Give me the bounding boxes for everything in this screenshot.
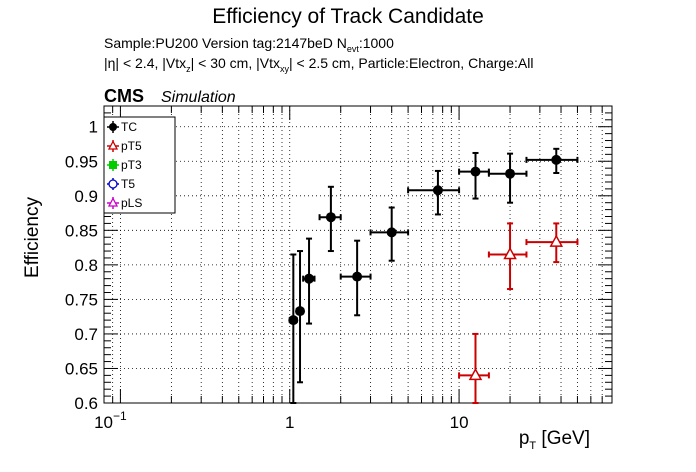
y-tick-label: 0.95 (65, 152, 98, 171)
marker-circle (325, 212, 336, 223)
sample-info-count: :1000 (359, 35, 394, 51)
legend-label: pLS (121, 196, 142, 210)
data-point-tc (295, 250, 306, 384)
legend-entry-tc: TC (107, 120, 137, 134)
data-point-tc (339, 239, 372, 317)
marker-circle (304, 273, 315, 284)
marker-open-triangle (503, 246, 517, 260)
x-tick-label: 10−1 (94, 409, 127, 432)
series-tc (288, 147, 579, 404)
y-tick-labels: 0.6 0.65 0.7 0.75 0.8 0.85 0.9 0.95 1 (65, 118, 98, 413)
data-point-pt5 (525, 222, 579, 264)
x-tick-label-base: 10 (94, 413, 113, 432)
simulation-label: Simulation (161, 89, 236, 106)
y-tick-label: 1 (89, 118, 98, 137)
marker-open-triangle (549, 234, 564, 247)
x-tick-labels: 10−1 1 10 (94, 409, 468, 432)
cuts-text-1: |η| < 2.4, |Vtx (104, 55, 186, 71)
x-axis-title-p: p (519, 428, 530, 449)
legend-label: pT5 (121, 139, 142, 153)
grid-lines (103, 106, 613, 404)
data-point-tc (369, 206, 410, 262)
marker-circle (432, 185, 443, 196)
data-point-tc (302, 237, 316, 325)
legend-label: pT3 (121, 158, 142, 172)
series-pt5 (458, 222, 579, 404)
x-tick-label-exponent: −1 (113, 409, 127, 423)
marker-open-triangle (468, 367, 483, 381)
legend-label: T5 (121, 177, 135, 191)
cuts-info: |η| < 2.4, |Vtxz| < 30 cm, |Vtxxy| < 2.5… (104, 55, 533, 74)
cuts-text-3: | < 2.5 cm, Particle:Electron, Charge:Al… (289, 55, 533, 71)
cuts-text-2: | < 30 cm, |Vtx (191, 55, 280, 71)
x-axis-title-sub: T (529, 440, 536, 452)
sample-info: Sample:PU200 Version tag:2147beD Nevt:10… (104, 35, 394, 54)
y-tick-label: 0.9 (74, 187, 98, 206)
x-axis-title: pT [GeV] (519, 428, 590, 452)
sample-info-subscript: evt (347, 44, 360, 54)
sample-info-text: Sample:PU200 Version tag:2147beD N (104, 35, 347, 51)
y-tick-label: 0.6 (74, 394, 98, 413)
data-point-tc (458, 151, 490, 200)
data-point-pt5 (458, 332, 490, 404)
y-tick-label: 0.75 (65, 290, 98, 309)
y-tick-label: 0.8 (74, 256, 98, 275)
data-series (288, 147, 579, 404)
marker-circle (470, 166, 481, 177)
cuts-subscript-z: z (186, 64, 191, 74)
x-axis-title-rest: [GeV] (536, 428, 590, 449)
marker-circle (505, 168, 516, 179)
legend-marker (108, 179, 118, 189)
legend-entry-t5: T5 (107, 177, 135, 191)
data-point-tc (288, 253, 299, 404)
y-axis-title: Efficiency (22, 197, 43, 278)
data-point-tc (318, 185, 342, 253)
legend-marker (107, 140, 119, 150)
data-point-tc (525, 147, 579, 174)
cms-label: CMS (104, 86, 144, 106)
x-tick-label: 1 (285, 413, 294, 432)
legend: TC pT5 pT3 T5 pLS (103, 116, 176, 214)
legend-marker (109, 161, 117, 169)
marker-circle (352, 271, 363, 282)
marker-circle (288, 315, 299, 326)
data-point-tc (487, 152, 528, 204)
data-point-tc (407, 169, 461, 216)
legend-entry-pt5: pT5 (107, 139, 142, 153)
x-tick-label: 10 (450, 413, 469, 432)
axis-ticks (103, 105, 613, 404)
legend-entry-pt3: pT3 (107, 158, 142, 172)
legend-marker (109, 123, 117, 131)
marker-circle (551, 154, 562, 165)
y-tick-label: 0.65 (65, 359, 98, 378)
legend-entry-pls: pLS (107, 196, 142, 210)
y-tick-label: 0.7 (74, 325, 98, 344)
marker-circle (386, 227, 397, 238)
data-point-pt5 (487, 222, 528, 291)
cuts-subscript-xy: xy (280, 64, 290, 74)
chart-title: Efficiency of Track Candidate (212, 5, 484, 28)
legend-label: TC (121, 120, 137, 134)
legend-marker (107, 197, 119, 207)
marker-circle (295, 306, 306, 317)
y-tick-label: 0.85 (65, 221, 98, 240)
